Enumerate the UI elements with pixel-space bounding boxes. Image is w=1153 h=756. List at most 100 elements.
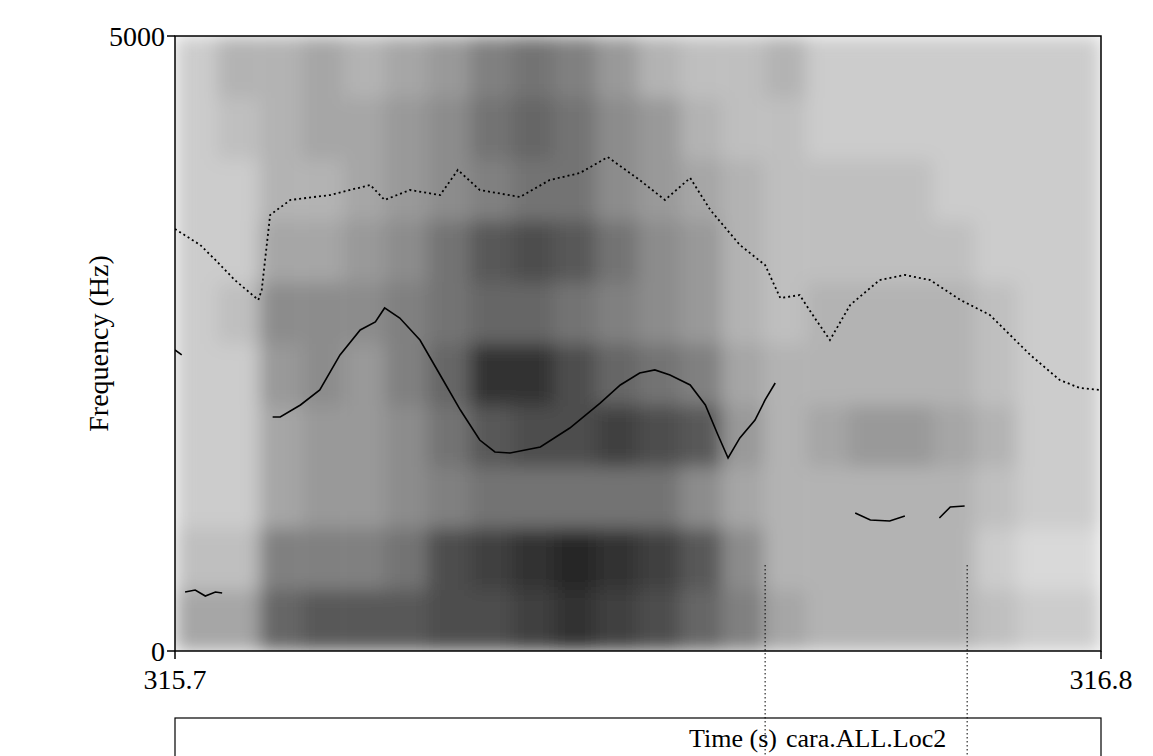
spectrogram-cell: [428, 98, 471, 160]
spectrogram-cell: [512, 344, 555, 406]
spectrogram-cell: [596, 159, 639, 221]
plot-background: [175, 36, 1101, 651]
spectrogram-cell: [470, 590, 513, 652]
spectrogram-cell: [722, 36, 765, 98]
spectrogram-cell: [722, 98, 765, 160]
spectrogram-cell: [975, 590, 1018, 652]
spectrogram-cell: [680, 467, 723, 529]
spectrogram-cell: [301, 344, 344, 406]
spectrogram-cell: [680, 344, 723, 406]
spectrogram-cell: [806, 467, 849, 529]
spectrogram-cell: [933, 36, 976, 98]
spectrogram-cell: [385, 405, 428, 467]
spectrogram-cell: [512, 282, 555, 344]
tier-label: cara.ALL.Loc2: [786, 724, 946, 753]
spectrogram-cell: [638, 590, 681, 652]
spectrogram-cell: [764, 528, 807, 590]
spectrogram-cell: [638, 405, 681, 467]
spectrogram-cell: [470, 467, 513, 529]
spectrogram-cell: [470, 221, 513, 283]
spectrogram-cells: [175, 36, 1101, 651]
spectrogram-cell: [848, 344, 891, 406]
spectrogram-cell: [1017, 467, 1060, 529]
spectrogram: [175, 36, 1101, 651]
spectrogram-cell: [806, 221, 849, 283]
spectrogram-cell: [259, 344, 302, 406]
y-tick: [167, 650, 175, 652]
spectrogram-cell: [554, 405, 597, 467]
y-axis-title: Frequency (Hz): [83, 255, 114, 431]
spectrogram-cell: [933, 344, 976, 406]
spectrogram-cell: [512, 405, 555, 467]
spectrogram-cell: [343, 467, 386, 529]
spectrogram-cell: [891, 221, 934, 283]
y-tick: [167, 35, 175, 37]
spectrogram-cell: [1059, 590, 1101, 652]
spectrogram-cell: [975, 467, 1018, 529]
spectrogram-cell: [470, 344, 513, 406]
series-lines: [175, 157, 1101, 596]
spectrogram-cell: [343, 528, 386, 590]
spectrogram-cell: [470, 528, 513, 590]
spectrogram-cell: [848, 528, 891, 590]
spectrogram-cell: [470, 36, 513, 98]
spectrogram-cell: [343, 344, 386, 406]
spectrogram-cell: [975, 159, 1018, 221]
spectrogram-cell: [554, 282, 597, 344]
spectrogram-cell: [891, 36, 934, 98]
spectrogram-cell: [554, 36, 597, 98]
spectrogram-cell: [806, 528, 849, 590]
spectrogram-cell: [638, 467, 681, 529]
spectrogram-cell: [596, 528, 639, 590]
spectrogram-cell: [806, 98, 849, 160]
spectrogram-cell: [848, 405, 891, 467]
spectrogram-cell: [638, 98, 681, 160]
spectrogram-cell: [1017, 98, 1060, 160]
spectrogram-cell: [806, 344, 849, 406]
spectrogram-cell: [175, 98, 218, 160]
spectrogram-cell: [343, 221, 386, 283]
spectrogram-cell: [680, 405, 723, 467]
spectrogram-cell: [470, 282, 513, 344]
spectrogram-cell: [891, 528, 934, 590]
spectrogram-cell: [764, 221, 807, 283]
spectrogram-cell: [596, 344, 639, 406]
spectrogram-cell: [1059, 467, 1101, 529]
spectrogram-cell: [891, 98, 934, 160]
spectrogram-cell: [259, 405, 302, 467]
spectrogram-cell: [175, 467, 218, 529]
spectrogram-cell: [764, 36, 807, 98]
spectrogram-cell: [259, 528, 302, 590]
spectrogram-cell: [638, 528, 681, 590]
spectrogram-cell: [806, 590, 849, 652]
spectrogram-cell: [385, 159, 428, 221]
spectrogram-cell: [428, 36, 471, 98]
spectrogram-cell: [764, 98, 807, 160]
spectrogram-cell: [1017, 590, 1060, 652]
spectrogram-cell: [175, 221, 218, 283]
spectrogram-cell: [848, 590, 891, 652]
spectrogram-cell: [385, 98, 428, 160]
spectrogram-cell: [891, 282, 934, 344]
spectrogram-cell: [175, 528, 218, 590]
spectrogram-cell: [512, 98, 555, 160]
spectrogram-cell: [1017, 159, 1060, 221]
spectrogram-cell: [891, 344, 934, 406]
spectrogram-cell: [428, 590, 471, 652]
spectrogram-cell: [638, 36, 681, 98]
spectrogram-cell: [680, 221, 723, 283]
spectrogram-cell: [848, 282, 891, 344]
spectrogram-cell: [217, 590, 260, 652]
spectrogram-cell: [596, 98, 639, 160]
spectrogram-cell: [722, 528, 765, 590]
y-tick-label: 0: [151, 636, 165, 667]
spectrogram-cell: [680, 159, 723, 221]
spectrogram-cell: [259, 467, 302, 529]
x-tick: [1100, 651, 1102, 659]
spectrogram-cell: [764, 590, 807, 652]
chart: 05000315.7316.8Frequency (Hz)Time (s)car…: [0, 0, 1153, 756]
pitch-line: [175, 308, 965, 596]
tier-box: [175, 718, 1101, 756]
spectrogram-cell: [554, 467, 597, 529]
x-axis-title: Time (s): [689, 724, 777, 753]
